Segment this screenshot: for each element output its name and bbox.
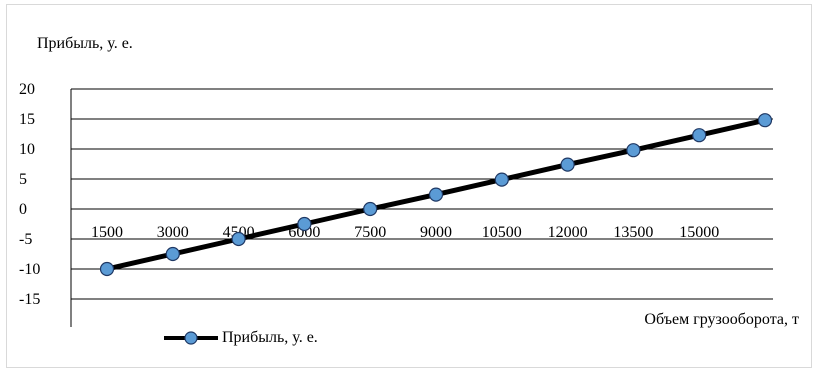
- x-axis-title: Объем грузооборота, т: [644, 311, 799, 328]
- data-point: [231, 231, 246, 247]
- data-point: [692, 128, 707, 143]
- y-tick-label: -5: [19, 231, 32, 248]
- x-tick-label: 1500: [91, 224, 123, 241]
- gridlines: [71, 88, 773, 300]
- data-point: [165, 246, 180, 262]
- data-point: [757, 113, 773, 128]
- y-axis-title: Прибыль, у. е.: [37, 35, 133, 52]
- series-profit: [99, 113, 773, 277]
- x-tick-label: 13500: [613, 224, 653, 241]
- x-tick-label: 9000: [420, 224, 452, 241]
- y-tick-label: 20: [19, 81, 35, 98]
- y-tick-label: 15: [19, 111, 35, 128]
- chart-frame: Прибыль, у. е. 20 15 10 5 0 -5 -10 -15 1500 3000…: [6, 4, 812, 368]
- y-tick-label: 0: [19, 201, 27, 218]
- data-point: [560, 157, 575, 172]
- y-tick-labels: 20 15 10 5 0 -5 -10 -15: [19, 81, 40, 308]
- legend: Прибыль, у. е.: [162, 327, 318, 349]
- x-tick-label: 12000: [548, 224, 588, 241]
- data-point: [626, 143, 641, 158]
- x-tick-label: 15000: [679, 224, 719, 241]
- x-tick-label: 3000: [157, 224, 189, 241]
- y-tick-label: -10: [19, 261, 40, 278]
- data-point: [297, 216, 312, 232]
- legend-line-marker-icon: [164, 331, 218, 345]
- x-tick-labels: 1500300045006000750090001050012000135001…: [91, 224, 719, 241]
- x-tick-label: 10500: [482, 224, 522, 241]
- data-point: [99, 261, 115, 277]
- data-point: [363, 201, 378, 217]
- y-tick-label: 5: [19, 171, 27, 188]
- y-tick-label: 10: [19, 141, 35, 158]
- x-tick-label: 7500: [354, 224, 386, 241]
- data-point: [494, 172, 509, 187]
- data-point: [428, 187, 444, 202]
- legend-label: Прибыль, у. е.: [222, 329, 318, 346]
- y-tick-label: -15: [19, 291, 40, 308]
